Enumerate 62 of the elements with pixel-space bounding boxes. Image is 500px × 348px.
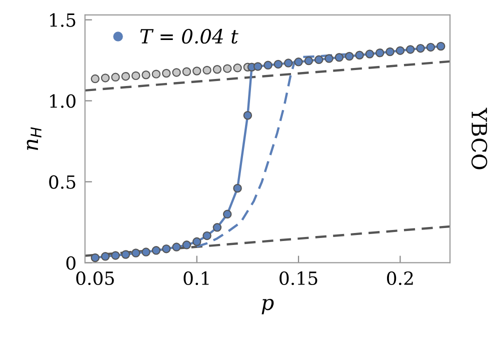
- point: [121, 250, 130, 259]
- point: [396, 46, 405, 55]
- point: [222, 210, 232, 219]
- point: [90, 74, 100, 84]
- point: [426, 42, 436, 52]
- y-axis-title: n$_{H}$: [26, 127, 42, 150]
- point: [314, 55, 324, 64]
- point: [142, 70, 150, 80]
- text: YBCO: [471, 108, 488, 170]
- legend-label: T = 0.04 t: [140, 28, 238, 44]
- point: [253, 62, 262, 71]
- point: [172, 242, 181, 252]
- x-tick-label: 0.05: [76, 271, 114, 286]
- point: [90, 253, 100, 262]
- point: [406, 45, 415, 54]
- point: [416, 44, 425, 53]
- point: [375, 48, 384, 58]
- y-tick-label: 0.5: [49, 175, 76, 189]
- point: [202, 66, 212, 75]
- y-tick-label: 0: [66, 256, 76, 270]
- point: [355, 50, 364, 60]
- point: [152, 70, 161, 78]
- point: [202, 231, 212, 240]
- point: [284, 58, 293, 68]
- point: [162, 244, 171, 254]
- point: [182, 240, 192, 250]
- x-tick-label: 0.2: [387, 271, 413, 286]
- point: [172, 68, 181, 77]
- y-tick-label: 1.5: [50, 13, 76, 27]
- point: [294, 58, 303, 66]
- point: [264, 60, 272, 70]
- point: [324, 54, 334, 63]
- point: [233, 64, 242, 72]
- point: [233, 184, 242, 193]
- point: [100, 252, 110, 261]
- point: [111, 72, 120, 82]
- x-tick-label: 0.15: [280, 271, 318, 286]
- point: [212, 223, 222, 232]
- point: [365, 50, 374, 58]
- point: [386, 47, 394, 56]
- y-tick-label: 1.0: [50, 94, 76, 108]
- point: [131, 248, 140, 258]
- point: [100, 74, 110, 82]
- point: [111, 251, 120, 260]
- point: [192, 66, 202, 76]
- point: [334, 53, 344, 62]
- point: [152, 246, 161, 255]
- point: [212, 65, 222, 74]
- point: [436, 42, 446, 51]
- point: [192, 237, 202, 246]
- x-axis-title: p: [262, 298, 274, 314]
- point: [131, 71, 140, 80]
- point: [274, 60, 283, 69]
- point: [344, 52, 354, 61]
- point: [121, 72, 130, 81]
- point: [142, 248, 150, 256]
- x-tick-label: 0.1: [184, 271, 209, 286]
- point: [222, 64, 232, 73]
- point: [182, 67, 192, 76]
- point: [304, 56, 314, 66]
- point: [162, 68, 171, 78]
- point: [243, 110, 252, 120]
